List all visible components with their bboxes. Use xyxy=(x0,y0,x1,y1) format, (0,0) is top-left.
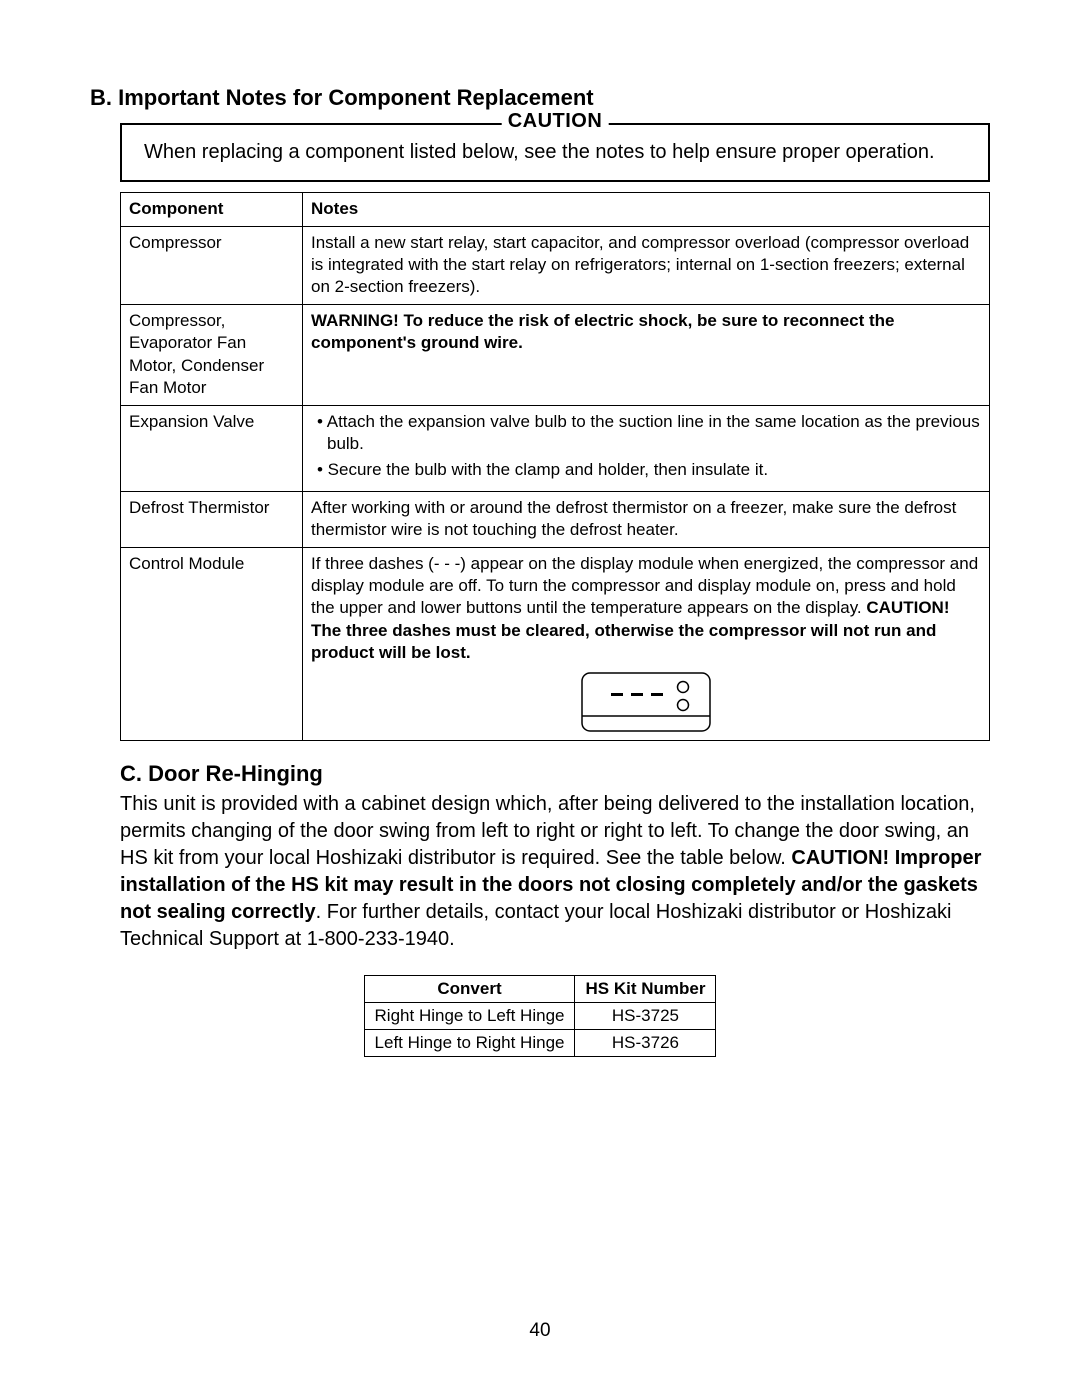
table-row: Control Module If three dashes (- - -) a… xyxy=(121,548,990,740)
page-number: 40 xyxy=(0,1320,1080,1342)
page: B. Important Notes for Component Replace… xyxy=(0,0,1080,1397)
warning-text: WARNING! To reduce the risk of electric … xyxy=(311,311,895,352)
cell-component: Control Module xyxy=(121,548,303,740)
cell-component: Compressor, Evaporator Fan Motor, Conden… xyxy=(121,305,303,405)
cell-component: Expansion Valve xyxy=(121,405,303,491)
cell-notes: If three dashes (- - -) appear on the di… xyxy=(303,548,990,740)
cell-convert: Right Hinge to Left Hinge xyxy=(364,1002,575,1029)
heading-b: B. Important Notes for Component Replace… xyxy=(90,85,990,111)
cell-notes: • Attach the expansion valve bulb to the… xyxy=(303,405,990,491)
bullet-item: • Secure the bulb with the clamp and hol… xyxy=(311,459,981,481)
bullet-item: • Attach the expansion valve bulb to the… xyxy=(311,411,981,455)
table-row: Expansion Valve • Attach the expansion v… xyxy=(121,405,990,491)
caution-label: CAUTION xyxy=(502,110,609,133)
table-header-row: Convert HS Kit Number xyxy=(364,975,716,1002)
header-notes: Notes xyxy=(303,193,990,227)
header-component: Component xyxy=(121,193,303,227)
table-header-row: Component Notes xyxy=(121,193,990,227)
cell-notes: Install a new start relay, start capacit… xyxy=(303,227,990,305)
cell-notes: After working with or around the defrost… xyxy=(303,492,990,548)
section-c-body: This unit is provided with a cabinet des… xyxy=(120,791,990,953)
cell-kitnumber: HS-3725 xyxy=(575,1002,716,1029)
component-notes-table: Component Notes Compressor Install a new… xyxy=(120,192,990,741)
cell-component: Defrost Thermistor xyxy=(121,492,303,548)
table-row: Compressor Install a new start relay, st… xyxy=(121,227,990,305)
caution-text: When replacing a component listed below,… xyxy=(144,139,970,166)
heading-c: C. Door Re-Hinging xyxy=(120,761,990,787)
cell-kitnumber: HS-3726 xyxy=(575,1029,716,1056)
cell-notes: WARNING! To reduce the risk of electric … xyxy=(303,305,990,405)
table-row: Defrost Thermistor After working with or… xyxy=(121,492,990,548)
caution-box: CAUTION When replacing a component liste… xyxy=(120,123,990,182)
cell-convert: Left Hinge to Right Hinge xyxy=(364,1029,575,1056)
table-row: Compressor, Evaporator Fan Motor, Conden… xyxy=(121,305,990,405)
display-module-icon xyxy=(581,672,711,732)
header-kitnumber: HS Kit Number xyxy=(575,975,716,1002)
header-convert: Convert xyxy=(364,975,575,1002)
hs-kit-table: Convert HS Kit Number Right Hinge to Lef… xyxy=(364,975,717,1057)
cell-component: Compressor xyxy=(121,227,303,305)
table-row: Right Hinge to Left Hinge HS-3725 xyxy=(364,1002,716,1029)
table-row: Left Hinge to Right Hinge HS-3726 xyxy=(364,1029,716,1056)
